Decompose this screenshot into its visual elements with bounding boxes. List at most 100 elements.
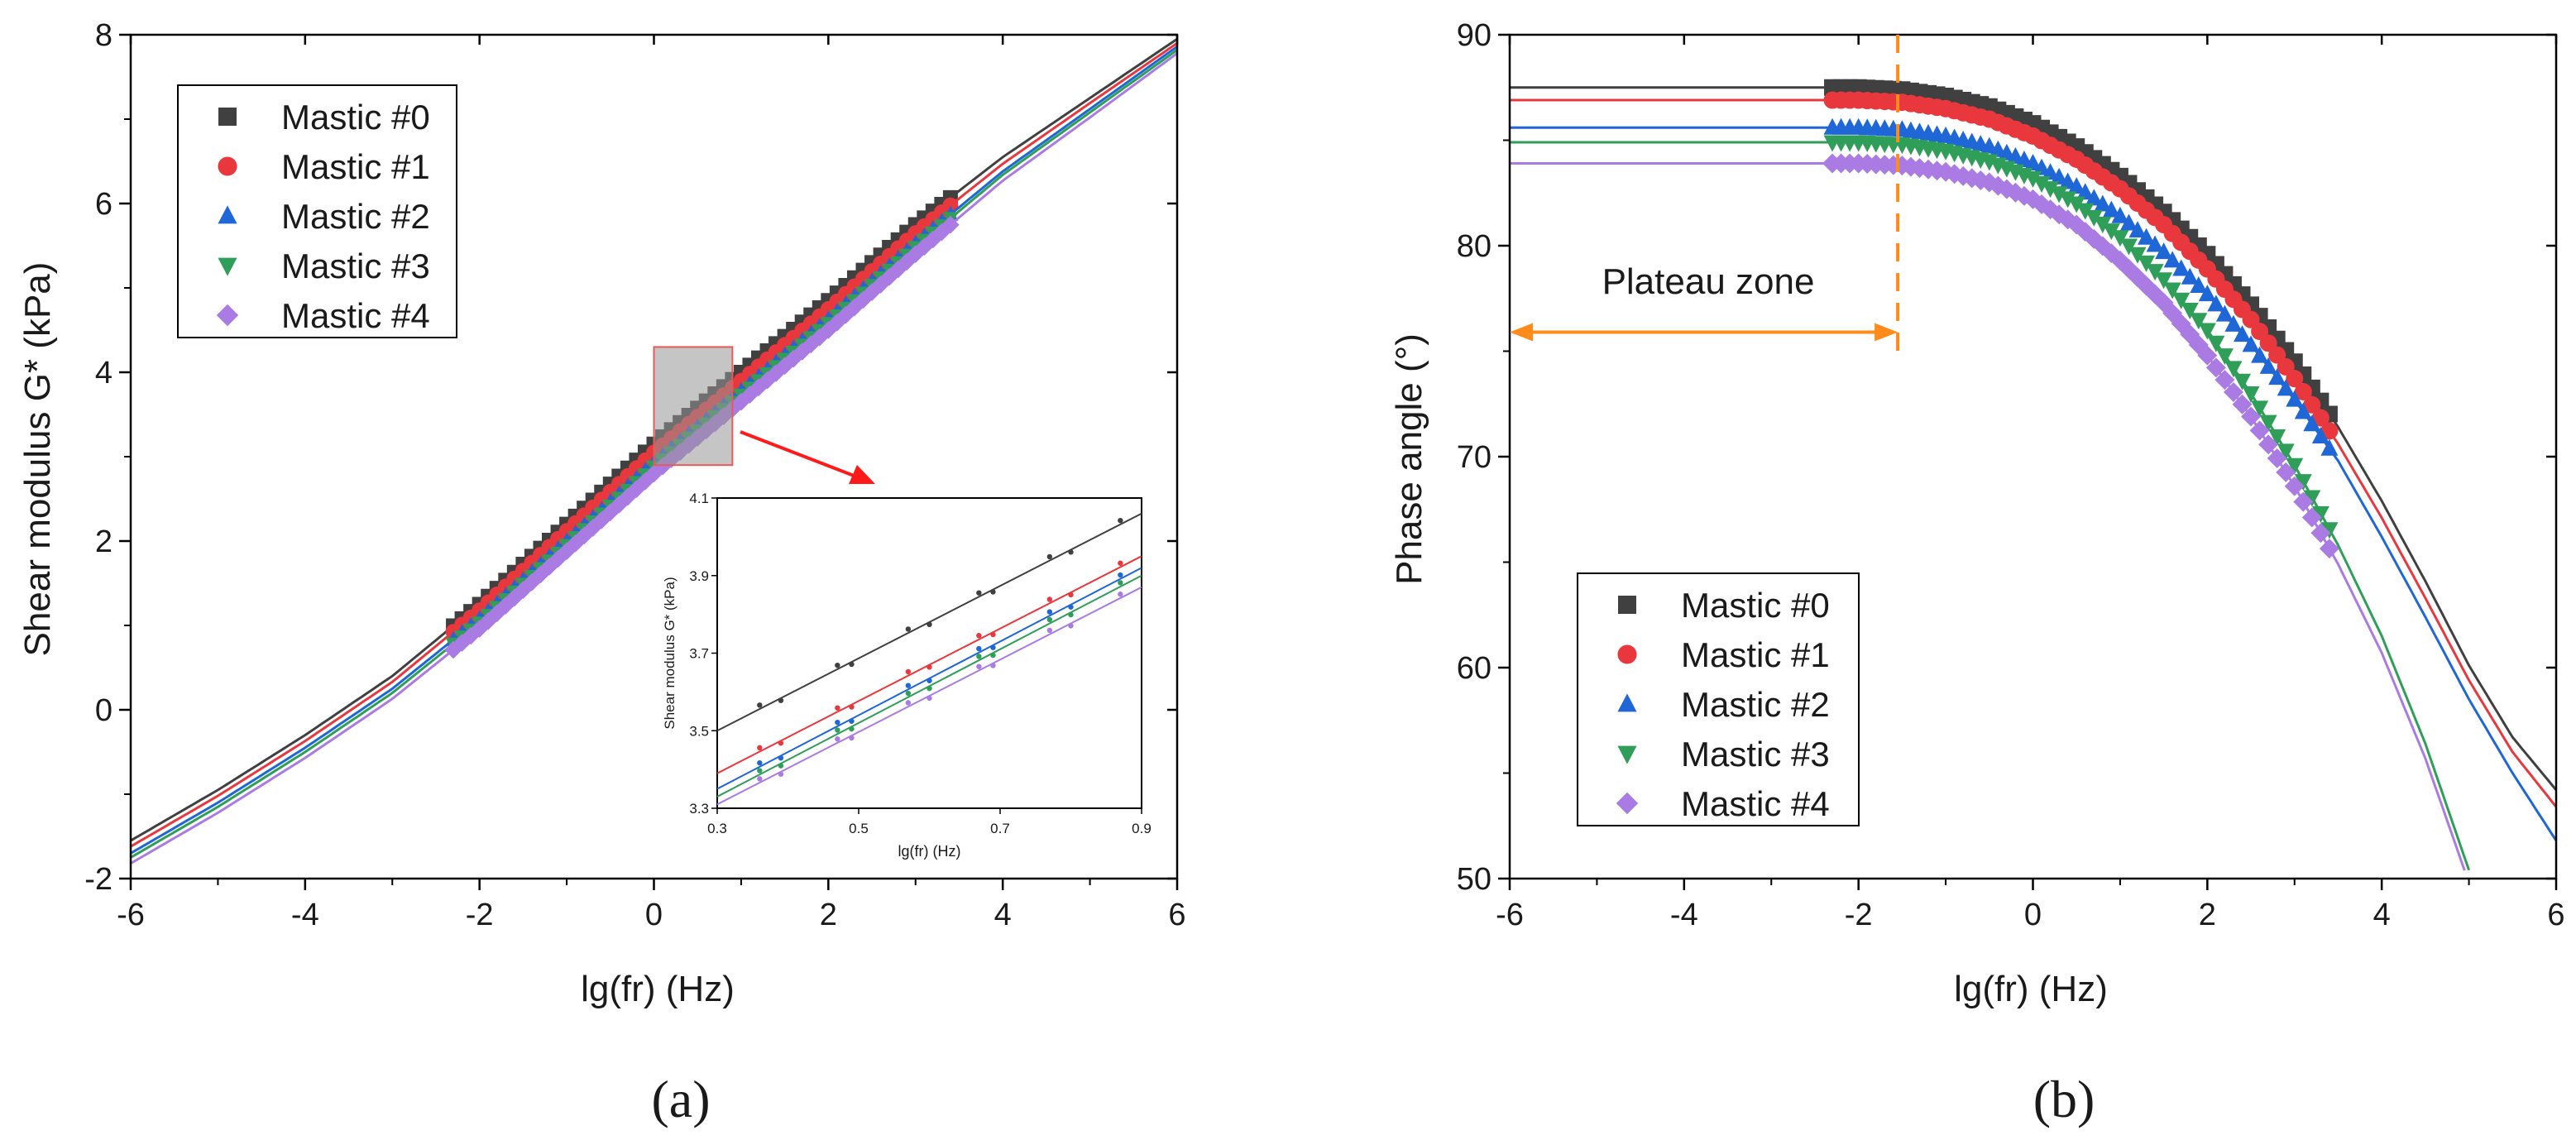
panel-a-legend-marker-0: [218, 108, 237, 126]
panel-b-x-tick-label: 0: [2024, 898, 2042, 932]
inset-data-point: [757, 759, 763, 766]
panel-b-data-point: [2214, 370, 2235, 390]
panel-b-data-point: [2172, 292, 2191, 309]
panel-b-data-point: [2059, 191, 2077, 208]
panel-a-x-tick-label: -2: [466, 898, 494, 932]
panel-b-data-point: [2111, 230, 2129, 247]
panel-b-data-point: [2119, 238, 2138, 256]
panel-b-legend-marker-2: [1617, 693, 1637, 712]
panel-b-data-point: [2215, 348, 2234, 366]
panel-b-data-point: [2067, 177, 2085, 194]
panel-a-x-tick-label: 2: [820, 898, 837, 932]
panel-a-legend-label-1: Mastic #1: [281, 147, 430, 186]
panel-b-data-point: [2190, 313, 2208, 330]
inset-data-point: [905, 700, 912, 706]
panel-b-data-point: [2198, 323, 2216, 340]
panel-b-data-point: [2251, 346, 2269, 363]
panel-b-data-point: [2249, 420, 2270, 441]
panel-b-data-point: [2301, 507, 2322, 528]
panel-a-y-tick-label: 4: [95, 356, 113, 390]
panel-b-data-point: [2234, 373, 2251, 390]
inset-data-point: [1046, 616, 1053, 623]
inset-data-point: [990, 652, 996, 659]
panel-a-shear-modulus-chart: -6 -4 -2 0 2 4 6 -2 0 2 4 6 8 lg(fr) (Hz) Shear modu…: [17, 18, 1186, 1128]
panel-b-series-1: [1510, 91, 2558, 808]
panel-b-data-point: [2119, 213, 2138, 231]
inset-x-tick-label: 0.7: [990, 821, 1010, 836]
panel-a-legend-marker-1: [218, 156, 237, 176]
panel-b-data-point: [2303, 490, 2321, 507]
inset-data-point: [757, 702, 763, 708]
panel-a-legend-label-4: Mastic #4: [281, 296, 430, 335]
inset-data-point: [778, 697, 784, 703]
inset-data-point: [926, 695, 932, 702]
panel-b-data-point: [2310, 523, 2331, 544]
panel-b-data-point: [2284, 476, 2305, 496]
panel-b-data-point: [2033, 176, 2051, 194]
inset-data-point: [990, 663, 996, 668]
panel-b-x-axis-label: lg(fr) (Hz): [1954, 969, 2108, 1009]
inset-data-point: [905, 626, 912, 632]
panel-b-data-point: [2155, 242, 2173, 260]
panel-b-data-point: [2198, 285, 2216, 302]
inset-data-point: [1118, 517, 1123, 524]
panel-b-data-point: [2050, 167, 2068, 184]
panel-b-data-point: [2032, 194, 2052, 215]
plateau-zone-label: Plateau zone: [1602, 261, 1815, 302]
inset-x-tick-label: 0.5: [849, 821, 869, 836]
panel-b-data-point: [2197, 345, 2218, 366]
inset-data-point: [835, 705, 840, 711]
inset-data-point: [849, 704, 855, 710]
panel-b-data-point: [2267, 448, 2287, 469]
panel-b-data-point: [2242, 386, 2260, 403]
panel-b-data-point: [2320, 522, 2339, 539]
inset-data-point: [835, 736, 840, 742]
panel-b-legend-label-1: Mastic #1: [1681, 635, 1830, 674]
panel-a-y-axis-label: Shear modulus G* (kPa): [17, 262, 58, 657]
inset-data-point: [1046, 553, 1053, 560]
panel-b-x-tick-label: 4: [2373, 898, 2391, 932]
inset-x-tick-label: 0.9: [1132, 821, 1152, 836]
panel-b-data-point: [2207, 295, 2225, 312]
panel-a-legend-marker-2: [218, 205, 237, 224]
panel-b-phase-angle-chart: -6 -4 -2 0 2 4 6 50 60 70 80 90 lg(fr) (Hz) Phase a…: [1389, 18, 2565, 1128]
panel-b-data-point: [2224, 314, 2243, 332]
inset-data-point: [849, 735, 855, 741]
panel-b-legend-marker-0: [1618, 596, 1636, 614]
inset-data-point: [905, 690, 912, 697]
panel-b-data-point: [2242, 335, 2260, 352]
panel-b-data-point: [2040, 199, 2061, 220]
inset-y-tick-label: 4.1: [689, 491, 709, 506]
panel-a-x-tick-label: 6: [1168, 898, 1185, 932]
panel-a-data-point: [898, 252, 917, 271]
panel-b-data-point: [2024, 170, 2042, 188]
panel-b-data-point: [2286, 390, 2304, 407]
inset-data-point: [835, 662, 840, 668]
inset-data-point: [778, 740, 784, 746]
inset-data-point: [926, 621, 932, 628]
panel-a-data-point: [942, 197, 959, 213]
panel-a-y-tick-label: 8: [95, 18, 113, 53]
panel-b-data-point: [2241, 406, 2262, 427]
inset-data-point: [1118, 560, 1123, 566]
panel-b-data-point: [2286, 457, 2304, 475]
panel-b-data-point: [2268, 429, 2286, 447]
panel-b-data-point: [2146, 235, 2164, 252]
panel-b-data-point: [2319, 539, 2339, 559]
panel-b-data-point: [2286, 370, 2304, 388]
panel-b-data-point: [2094, 194, 2112, 212]
panel-b-data-point: [2181, 303, 2199, 320]
panel-b-plot-area: [1510, 79, 2558, 871]
panel-b-data-point: [2294, 402, 2312, 419]
plateau-arrow-head-right: [1875, 323, 1898, 342]
panel-b-data-point: [2232, 394, 2253, 414]
panel-b-data-point: [2111, 206, 2129, 223]
panel-a-axes: -6 -4 -2 0 2 4 6 -2 0 2 4 6 8: [84, 18, 1185, 932]
panel-a-x-axis-label: lg(fr) (Hz): [581, 969, 735, 1009]
panel-b-axes: -6 -4 -2 0 2 4 6 50 60 70 80 90: [1457, 18, 2565, 932]
inset-data-point: [835, 719, 840, 726]
inset-data-point: [1068, 611, 1074, 618]
inset-data-point: [1068, 604, 1074, 610]
panel-b-legend-label-2: Mastic #2: [1681, 685, 1830, 724]
